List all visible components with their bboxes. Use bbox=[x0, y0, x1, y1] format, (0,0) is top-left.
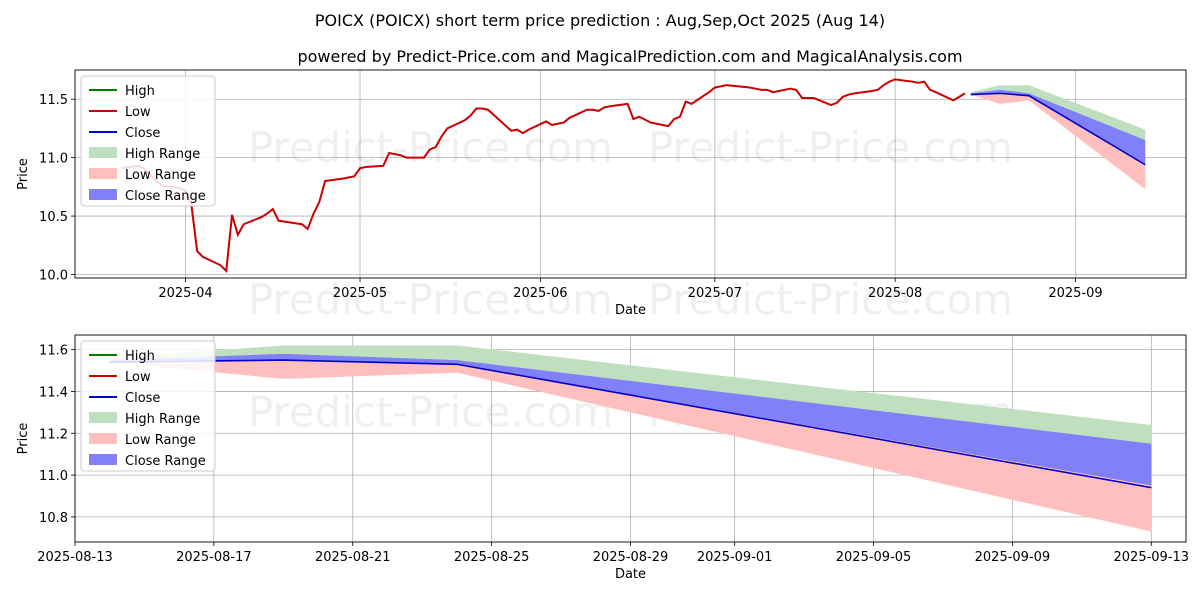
legend: High Low Close High Range Low Range Close Ran… bbox=[80, 75, 216, 207]
watermark-text: Predict-Price.com bbox=[648, 275, 1013, 324]
legend-label: Low bbox=[125, 105, 151, 120]
close-range-band bbox=[109, 353, 1152, 486]
plot-frame bbox=[74, 334, 1187, 543]
x-tick-label: 2025-08-29 bbox=[593, 550, 669, 565]
plot-frame bbox=[74, 69, 1187, 279]
history-panel: 2025-04 2025-05 2025-06 2025-07 2025-08 2025-… bbox=[16, 69, 1187, 324]
legend-label: Close bbox=[125, 126, 160, 141]
x-axis-label: Date bbox=[615, 303, 646, 318]
watermark-text: Predict-Price.com bbox=[248, 275, 613, 324]
x-tick-label: 2025-08 bbox=[868, 286, 922, 301]
legend-swatch bbox=[89, 454, 117, 465]
high-range-band bbox=[970, 85, 1146, 142]
close-range-band bbox=[970, 89, 1146, 164]
legend-swatch bbox=[89, 147, 117, 158]
x-tick-label: 2025-09-09 bbox=[975, 550, 1051, 565]
watermark-text: Predict-Price.com bbox=[248, 123, 613, 172]
x-tick-label: 2025-07 bbox=[688, 286, 742, 301]
legend-label: High bbox=[125, 349, 155, 364]
y-tick-label: 11.2 bbox=[39, 427, 68, 442]
x-tick-label: 2025-06 bbox=[513, 286, 567, 301]
y-tick-label: 10.0 bbox=[39, 268, 68, 283]
legend-label: Close bbox=[125, 391, 160, 406]
legend-label: Low Range bbox=[125, 168, 196, 183]
x-tick-label: 2025-09-13 bbox=[1114, 550, 1190, 565]
legend-label: Close Range bbox=[125, 454, 206, 469]
x-tick-label: 2025-08-13 bbox=[37, 550, 113, 565]
legend-swatch bbox=[89, 168, 117, 179]
legend-swatch bbox=[89, 433, 117, 444]
legend-label: Low Range bbox=[125, 433, 196, 448]
x-tick-label: 2025-08-17 bbox=[176, 550, 252, 565]
plot-area bbox=[121, 78, 1146, 274]
low-series-line bbox=[121, 78, 966, 274]
legend-swatch bbox=[89, 189, 117, 200]
y-tick-label: 10.5 bbox=[39, 210, 68, 225]
y-tick-label: 11.0 bbox=[39, 469, 68, 484]
x-tick-label: 2025-09 bbox=[1048, 286, 1102, 301]
x-tick-label: 2025-08-21 bbox=[315, 550, 391, 565]
legend: High Low Close High Range Low Range Close Ran… bbox=[80, 340, 216, 472]
x-axis-label: Date bbox=[615, 567, 646, 582]
y-tick-label: 11.0 bbox=[39, 152, 68, 167]
legend-label: High bbox=[125, 84, 155, 99]
chart-subtitle: powered by Predict-Price.com and Magical… bbox=[297, 47, 962, 66]
y-axis-label: Price bbox=[16, 158, 31, 190]
x-tick-label: 2025-04 bbox=[158, 286, 212, 301]
y-tick-label: 10.8 bbox=[39, 511, 68, 526]
watermark-text: Predict-Price.com bbox=[648, 123, 1013, 172]
y-tick-label: 11.5 bbox=[39, 93, 68, 108]
legend-label: High Range bbox=[125, 412, 200, 427]
close-series-line bbox=[970, 92, 1146, 166]
watermark-text: Predict-Price.com bbox=[248, 388, 613, 437]
x-tick-label: 2025-05 bbox=[333, 286, 387, 301]
y-tick-label: 11.6 bbox=[39, 344, 68, 359]
x-tick-label: 2025-09-05 bbox=[836, 550, 912, 565]
chart-title: POICX (POICX) short term price predictio… bbox=[315, 11, 885, 30]
forecast-panel: 2025-08-13 2025-08-17 2025-08-21 2025-08-25… bbox=[16, 334, 1190, 582]
x-tick-label: 2025-09-01 bbox=[697, 550, 773, 565]
legend-swatch bbox=[89, 412, 117, 423]
y-axis-label: Price bbox=[16, 423, 31, 455]
legend-label: High Range bbox=[125, 147, 200, 162]
legend-label: Low bbox=[125, 370, 151, 385]
legend-label: Close Range bbox=[125, 189, 206, 204]
y-tick-label: 11.4 bbox=[39, 385, 68, 400]
x-tick-label: 2025-08-25 bbox=[454, 550, 530, 565]
